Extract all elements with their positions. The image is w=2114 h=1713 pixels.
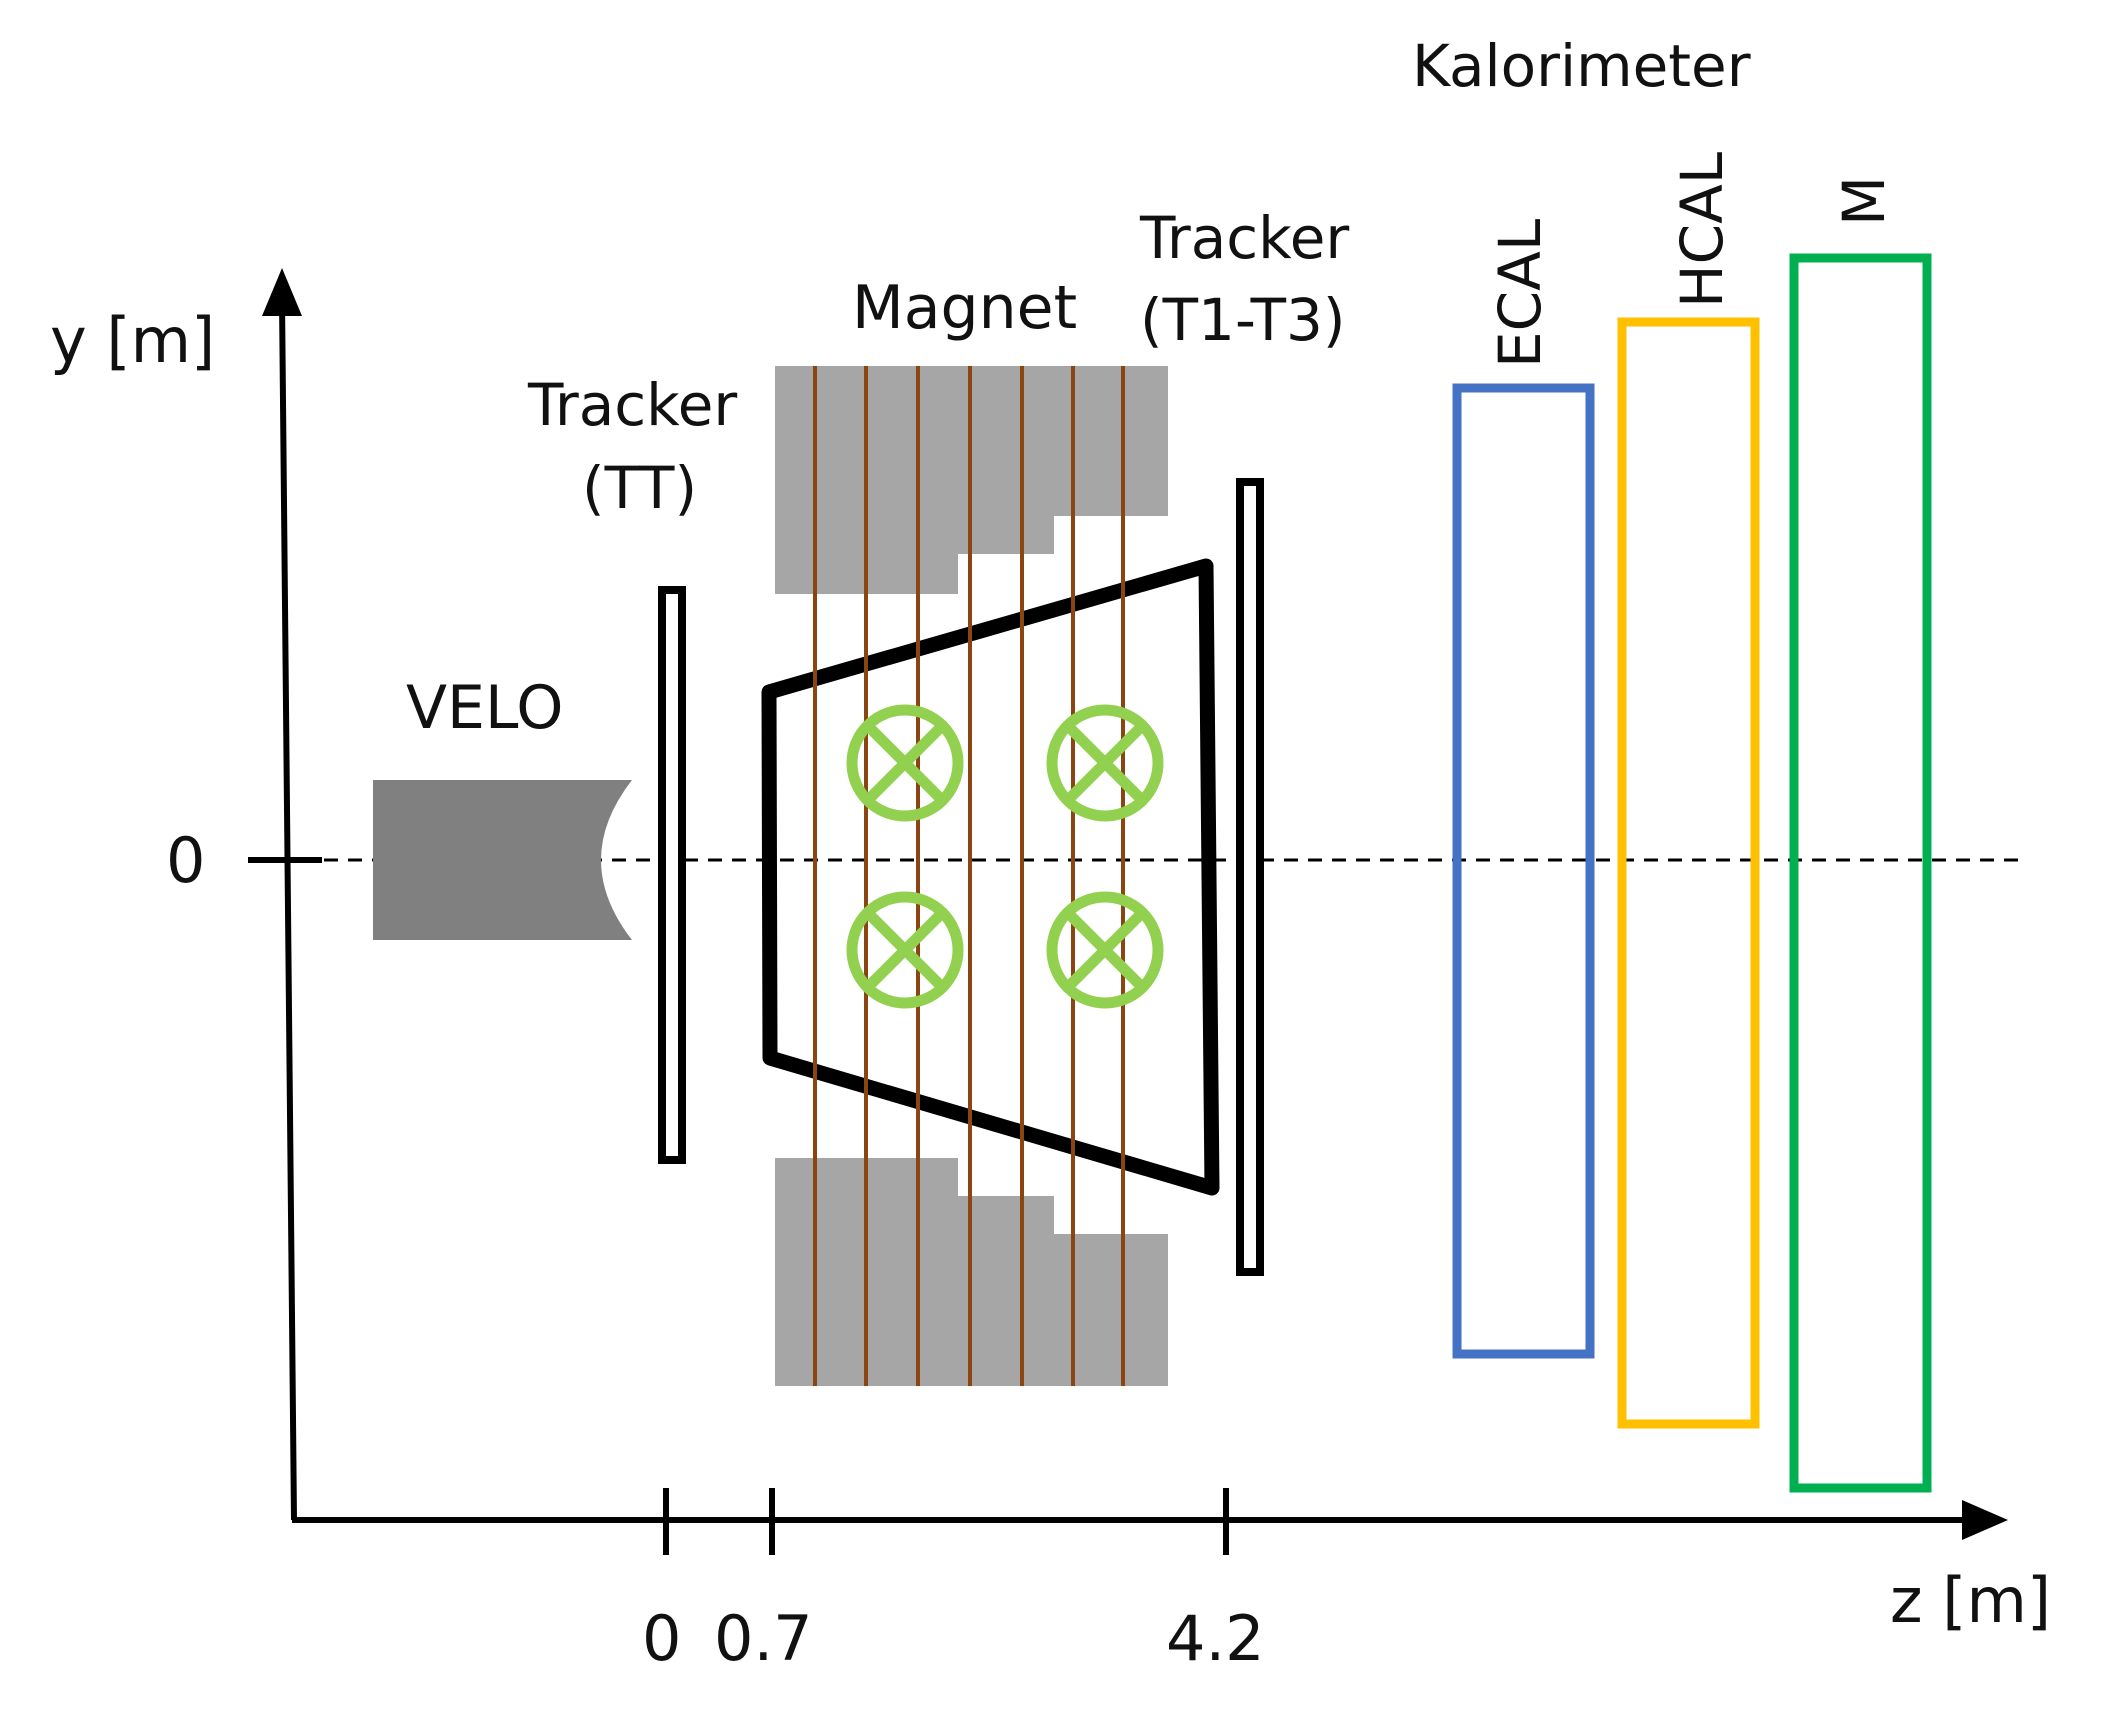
tt-label-line2: (TT) — [582, 454, 697, 522]
t-stations-tracker — [1236, 478, 1264, 1276]
velo-detector — [373, 780, 632, 940]
muon-box — [1789, 253, 1932, 1493]
velo-body — [373, 780, 632, 940]
field-into-page-icon — [846, 891, 964, 1009]
kalorimeter-label: Kalorimeter — [1412, 32, 1751, 100]
ecal-box — [1452, 383, 1595, 1359]
z-tick-label-0.7: 0.7 — [714, 1602, 813, 1675]
hcal-box — [1617, 317, 1760, 1429]
y-axis-arrow-icon — [262, 268, 302, 316]
muon-label: M — [1830, 176, 1898, 226]
field-into-page-icon — [1046, 704, 1164, 822]
field-into-page-icon — [846, 704, 964, 822]
field-into-page-icon — [1046, 891, 1164, 1009]
z-tick-label-4.2: 4.2 — [1166, 1602, 1265, 1675]
magnet-aperture — [761, 558, 1220, 1196]
t-stations-label-line2: (T1-T3) — [1140, 286, 1346, 354]
z-axis-label: z [m] — [1890, 1564, 2051, 1637]
z-axis-arrow-icon — [1962, 1500, 2008, 1540]
y-origin-label: 0 — [166, 824, 205, 897]
velo-label: VELO — [406, 673, 563, 743]
z-tick-label-0: 0 — [642, 1602, 681, 1675]
t-stations-label-line1: Tracker — [1139, 204, 1349, 272]
hcal-label: HCAL — [1668, 152, 1736, 308]
tt-label-line1: Tracker — [527, 371, 737, 439]
magnet-label: Magnet — [852, 273, 1077, 343]
ecal-label: ECAL — [1486, 219, 1554, 368]
y-axis-label: y [m] — [50, 304, 215, 377]
y-axis-line — [279, 299, 297, 1521]
magnet-coils — [813, 366, 1125, 1386]
field-symbols — [846, 704, 1164, 1009]
tt-tracker — [658, 586, 686, 1164]
